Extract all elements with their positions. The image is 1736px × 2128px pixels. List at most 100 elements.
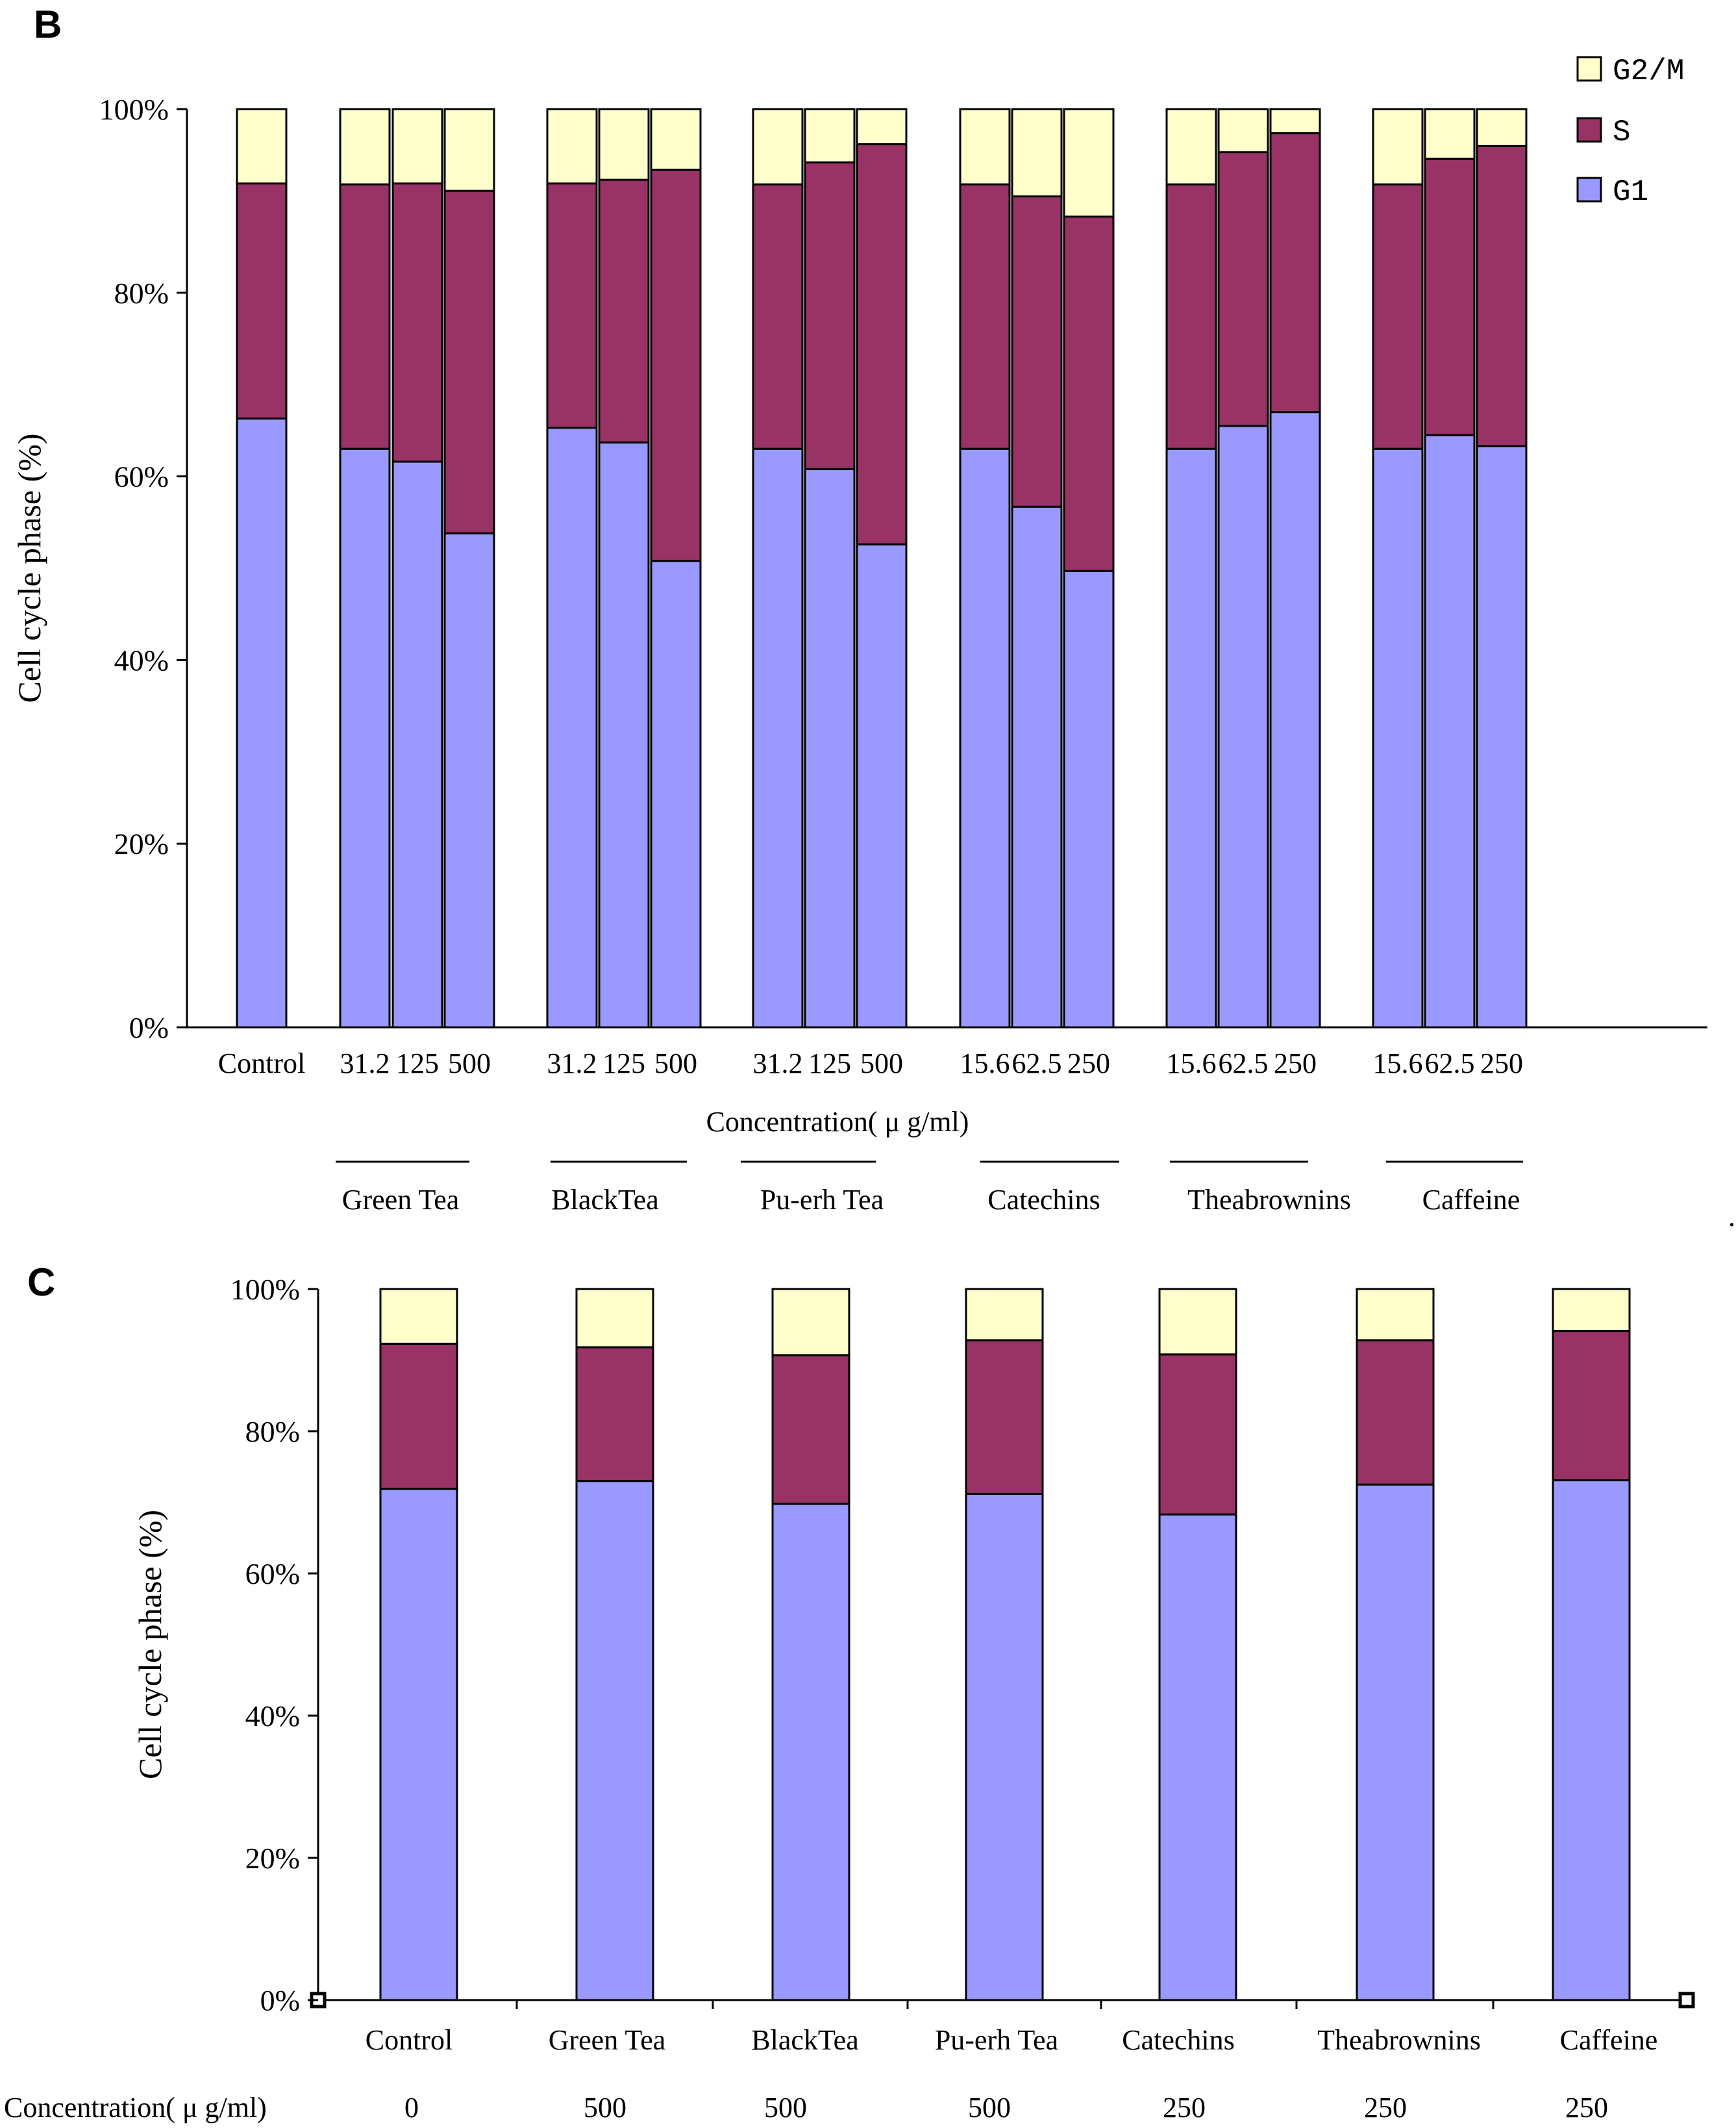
bar-g1-6	[650, 560, 702, 1029]
x-tick-label: 250	[1274, 1047, 1317, 1079]
bar-s-1	[575, 1346, 654, 1483]
bar-g2m-10	[959, 108, 1011, 186]
concentration-value: 500	[968, 2092, 1011, 2123]
x-tick-label: 250	[1067, 1047, 1110, 1079]
bar-s-0	[236, 182, 288, 420]
y-tick-label: 100%	[230, 1273, 300, 1306]
legend-label: G2/M	[1613, 55, 1684, 88]
bar-g1-18	[1476, 445, 1528, 1029]
bar-g2m-0	[236, 108, 288, 185]
x-tick-label: Green Tea	[549, 2024, 666, 2056]
bar-g1-1	[339, 447, 391, 1029]
group-label: Pu-erh Tea	[760, 1184, 884, 1216]
x-tick-label: 62.5	[1425, 1047, 1475, 1079]
x-tick-label: 500	[654, 1047, 697, 1079]
bar-g2m-6	[1552, 1288, 1631, 1333]
bar-g2m-0	[379, 1288, 458, 1345]
bar-g1-7	[752, 447, 804, 1029]
x-tick-label: 500	[448, 1047, 491, 1079]
bar-g2m-6	[650, 108, 702, 171]
bar-g1-8	[804, 468, 856, 1029]
x-tick-label: 31.2	[547, 1047, 597, 1079]
concentration-value: 250	[1163, 2092, 1206, 2123]
bar-g2m-3	[965, 1288, 1044, 1342]
bar-g1-3	[965, 1492, 1044, 2001]
concentration-row-label: Concentration( μ g/ml)	[4, 2092, 267, 2123]
x-tick-label: Control	[218, 1047, 305, 1079]
bar-s-15	[1269, 132, 1321, 414]
x-tick-label: 62.5	[1219, 1047, 1269, 1079]
bar-s-11	[1011, 195, 1063, 508]
bar-s-3	[443, 190, 495, 534]
y-tick-label: 80%	[245, 1415, 300, 1448]
bar-g2m-17	[1424, 108, 1476, 160]
bar-g2m-16	[1372, 108, 1424, 186]
x-tick-label: Pu-erh Tea	[935, 2024, 1058, 2056]
bar-g2m-13	[1165, 108, 1217, 186]
bar-g1-3	[443, 532, 495, 1029]
bar-g1-11	[1011, 505, 1063, 1029]
bar-s-0	[379, 1342, 458, 1490]
bar-s-17	[1424, 157, 1476, 436]
y-tick-label: 80%	[114, 277, 169, 310]
bar-g1-2	[771, 1503, 850, 2001]
bar-s-5	[598, 179, 650, 444]
bar-g1-9	[856, 543, 908, 1029]
x-tick-label: Control	[366, 2024, 453, 2056]
x-axis-title: Concentration( μ g/ml)	[706, 1106, 969, 1138]
group-label: BlackTea	[551, 1184, 659, 1216]
bar-g2m-12	[1063, 108, 1115, 218]
y-tick-label: 0%	[260, 1984, 300, 2017]
bar-g1-10	[959, 447, 1011, 1029]
bar-s-9	[856, 143, 908, 545]
x-tick-label: Catechins	[1122, 2024, 1235, 2056]
bar-s-12	[1063, 215, 1115, 572]
bar-g1-15	[1269, 411, 1321, 1029]
x-tick-label: Theabrownins	[1317, 2024, 1481, 2056]
bar-g2m-18	[1476, 108, 1528, 147]
x-tick-label: 250	[1480, 1047, 1523, 1079]
y-tick-label: 20%	[245, 1842, 300, 1875]
axis-handle-right	[1678, 1992, 1695, 2009]
bar-s-5	[1356, 1339, 1435, 1486]
bar-g2m-7	[752, 108, 804, 186]
bar-s-14	[1217, 151, 1269, 427]
bar-s-1	[339, 183, 391, 450]
bar-g1-0	[379, 1488, 458, 2001]
y-tick-label: 60%	[114, 460, 169, 494]
x-tick-label: 125	[396, 1047, 439, 1079]
panel-b-chart: 0% 20% 40% 60% 80% 100% Cell cycle phase (%) Co…	[11, 55, 1707, 1216]
bar-s-10	[959, 183, 1011, 450]
x-tick-label: 31.2	[753, 1047, 803, 1079]
x-tick-label: 125	[602, 1047, 645, 1079]
bar-g2m-9	[856, 108, 908, 145]
group-label: Caffeine	[1422, 1184, 1520, 1216]
legend-label: S	[1613, 116, 1631, 149]
bar-s-2	[771, 1354, 850, 1505]
bar-g1-2	[391, 460, 443, 1029]
bar-g2m-14	[1217, 108, 1269, 153]
bar-g2m-11	[1011, 108, 1063, 197]
panel-label-b: B	[34, 3, 62, 46]
bar-g2m-3	[443, 108, 495, 192]
x-tick-label: 15.6	[960, 1047, 1010, 1079]
concentration-value: 250	[1364, 2092, 1407, 2123]
y-tick-label: 40%	[245, 1699, 300, 1733]
legend-swatch	[1576, 177, 1602, 203]
bar-g2m-4	[546, 108, 598, 185]
y-tick-label: 60%	[245, 1557, 300, 1590]
bar-s-18	[1476, 145, 1528, 447]
bar-g2m-8	[804, 108, 856, 164]
bar-g1-1	[575, 1480, 654, 2001]
bar-g1-13	[1165, 447, 1217, 1029]
bar-g2m-15	[1269, 108, 1321, 134]
bar-g1-14	[1217, 425, 1269, 1029]
concentration-value: 500	[584, 2092, 626, 2123]
legend-swatch	[1576, 56, 1602, 82]
bar-s-4	[1158, 1353, 1237, 1516]
bar-g2m-1	[575, 1288, 654, 1349]
bar-g1-16	[1372, 447, 1424, 1029]
bar-s-4	[546, 182, 598, 429]
bar-g2m-2	[771, 1288, 850, 1357]
